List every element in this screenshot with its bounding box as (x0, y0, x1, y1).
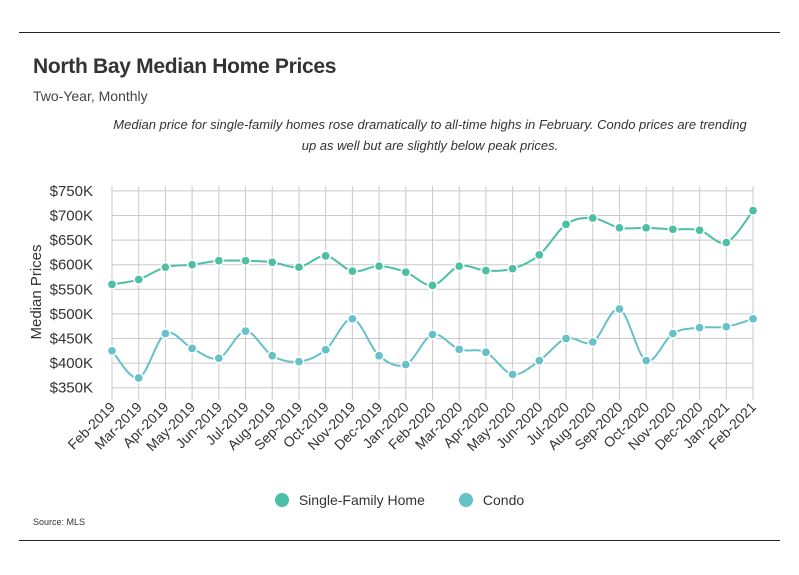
data-point-single-family (266, 256, 278, 268)
data-point-condo (160, 328, 171, 339)
chart-annotation: Median price for single-family homes ros… (113, 117, 747, 153)
data-point-condo (347, 313, 358, 325)
data-point-single-family (427, 280, 438, 291)
data-point-condo (293, 356, 305, 367)
y-tick-label: $400K (50, 355, 93, 372)
data-point-single-family (640, 222, 652, 234)
data-point-single-family (480, 265, 492, 276)
data-point-condo (720, 321, 732, 333)
legend-item-single-family: Single-Family Home (274, 492, 425, 508)
data-point-condo (453, 343, 465, 355)
data-point-single-family (507, 263, 518, 274)
data-point-single-family (720, 237, 732, 248)
data-point-condo (640, 355, 652, 366)
y-tick-label: $350K (50, 380, 93, 397)
data-point-single-family (533, 249, 545, 261)
y-tick-label: $450K (50, 331, 93, 348)
data-point-single-family (560, 219, 572, 230)
legend-label-condo: Condo (482, 492, 525, 508)
top-rule (19, 32, 780, 33)
chart-subtitle: Two-Year, Monthly (33, 88, 148, 104)
bottom-rule (19, 540, 780, 541)
y-tick-label: $700K (50, 208, 93, 225)
data-point-single-family (213, 255, 225, 267)
data-point-single-family (614, 222, 625, 234)
data-point-condo (373, 350, 385, 362)
data-point-condo (266, 350, 278, 362)
chart-grid (111, 186, 754, 400)
data-point-condo (694, 322, 705, 334)
data-point-single-family (293, 261, 305, 273)
data-point-condo (186, 342, 198, 354)
data-point-single-family (320, 250, 332, 262)
data-point-condo (213, 352, 225, 364)
data-point-condo (106, 345, 118, 357)
x-axis-ticks: Feb-2019Mar-2019Apr-2019May-2019Jun-2019… (64, 399, 759, 454)
data-point-condo (667, 328, 679, 339)
source-note: Source: MLS (33, 517, 86, 527)
y-tick-label: $600K (50, 257, 93, 274)
data-point-condo (560, 333, 572, 344)
data-point-condo (400, 359, 412, 370)
data-point-single-family (694, 224, 705, 236)
data-point-single-family (186, 259, 198, 271)
data-point-condo (747, 313, 759, 325)
y-axis-ticks: $350K $400K $450K $500K $550K $600K $650K $700K… (50, 183, 93, 397)
data-point-condo (240, 325, 251, 337)
series-points (106, 205, 759, 384)
data-point-condo (133, 372, 145, 384)
data-point-single-family (667, 223, 679, 235)
data-point-single-family (400, 266, 412, 278)
data-point-condo (614, 303, 625, 315)
data-point-single-family (160, 261, 171, 273)
data-point-single-family (240, 255, 251, 267)
data-point-single-family (133, 274, 145, 285)
y-tick-label: $750K (50, 183, 93, 200)
legend-item-condo: Condo (458, 492, 525, 508)
data-point-single-family (747, 205, 759, 216)
legend-swatch-single-family (274, 493, 289, 507)
y-axis-label: Median Prices (28, 244, 45, 339)
chart-legend: Single-Family Home Condo (0, 492, 799, 508)
y-tick-label: $500K (50, 306, 93, 323)
data-point-condo (533, 355, 545, 366)
data-point-single-family (373, 260, 385, 272)
legend-swatch-condo (458, 493, 473, 507)
data-point-condo (480, 346, 492, 358)
data-point-condo (427, 329, 438, 340)
data-point-single-family (587, 212, 599, 224)
data-point-condo (507, 369, 518, 380)
data-point-single-family (453, 260, 465, 272)
y-tick-label: $550K (50, 281, 93, 298)
data-point-single-family (347, 265, 358, 277)
legend-label-single-family: Single-Family Home (298, 492, 425, 508)
chart-title: North Bay Median Home Prices (33, 55, 337, 78)
data-point-condo (320, 344, 332, 356)
y-tick-label: $650K (50, 232, 93, 249)
data-point-single-family (106, 279, 118, 290)
data-point-condo (587, 336, 599, 348)
